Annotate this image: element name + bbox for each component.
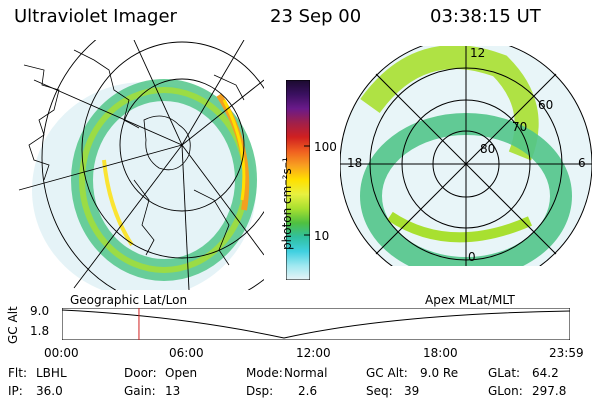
mode-key: Mode: bbox=[246, 366, 283, 380]
ip-value: 36.0 bbox=[36, 384, 63, 398]
door-value: Open bbox=[165, 366, 198, 380]
mode-value: Normal bbox=[284, 366, 328, 380]
nightside-oval bbox=[387, 211, 533, 243]
coastlines bbox=[23, 49, 245, 266]
seq-key: Seq: bbox=[366, 384, 393, 398]
flt-key: Flt: bbox=[8, 366, 27, 380]
geographic-grid bbox=[18, 40, 264, 290]
dayside-oval bbox=[360, 46, 539, 161]
glat-value: 64.2 bbox=[532, 366, 559, 380]
mlat-label-80: 80 bbox=[480, 142, 496, 156]
colorbar-tick-label-100: 100 bbox=[314, 140, 337, 154]
instrument-title: Ultraviolet Imager bbox=[14, 6, 177, 27]
geographic-map-label: Geographic Lat/Lon bbox=[70, 293, 188, 307]
gc-alt-key: GC Alt: bbox=[366, 366, 408, 380]
timeline-xtick-06-00: 06:00 bbox=[169, 346, 204, 360]
seq-value: 39 bbox=[404, 384, 420, 398]
dsp-value: 2.6 bbox=[298, 384, 318, 398]
timeline-xtick-12-00: 12:00 bbox=[296, 346, 331, 360]
date-label: 23 Sep 00 bbox=[270, 6, 362, 27]
polar-grid bbox=[340, 46, 592, 266]
mlat-label-70: 70 bbox=[512, 120, 528, 134]
colorbar-gradient bbox=[286, 80, 310, 280]
ip-key: IP: bbox=[8, 384, 23, 398]
timeline-frame bbox=[62, 308, 570, 340]
dsp-key: Dsp: bbox=[246, 384, 274, 398]
gain-value: 13 bbox=[165, 384, 181, 398]
dayside-bright-arc-inner bbox=[222, 99, 246, 201]
timeline-xtick-00-00: 00:00 bbox=[44, 346, 79, 360]
door-key: Door: bbox=[124, 366, 157, 380]
timeline-xtick-23-59: 23:59 bbox=[549, 346, 584, 360]
glat-key: GLat: bbox=[488, 366, 521, 380]
altitude-curve bbox=[62, 309, 570, 339]
colorbar bbox=[286, 80, 310, 280]
time-label: 03:38:15 UT bbox=[430, 6, 541, 27]
timeline-ytick-1-8: 1.8 bbox=[30, 324, 50, 338]
magnetic-map-label: Apex MLat/MLT bbox=[425, 293, 515, 307]
timeline-plot bbox=[62, 308, 570, 340]
timeline-ytick-9: 9.0 bbox=[30, 304, 50, 318]
mlat-label-60: 60 bbox=[538, 98, 554, 112]
colorbar-tick-label-10: 10 bbox=[314, 229, 330, 243]
gain-key: Gain: bbox=[124, 384, 156, 398]
gc-alt-value: 9.0 Re bbox=[420, 366, 459, 380]
timeline-ylabel: GC Alt bbox=[6, 306, 20, 344]
timeline-xtick-18-00: 18:00 bbox=[423, 346, 458, 360]
colorbar-units-label: photon cm⁻²s⁻¹ bbox=[280, 157, 294, 250]
nightside-arc bbox=[102, 159, 134, 247]
magnetic-polar-plot bbox=[340, 46, 592, 266]
mlt-label-12: 12 bbox=[470, 46, 486, 60]
mlt-label-6: 6 bbox=[578, 156, 586, 170]
glon-value: 297.8 bbox=[532, 384, 567, 398]
mlt-label-0: 0 bbox=[468, 250, 476, 264]
flt-value: LBHL bbox=[36, 366, 67, 380]
mlt-label-18: 18 bbox=[347, 156, 363, 170]
geographic-auroral-image bbox=[18, 40, 264, 290]
glon-key: GLon: bbox=[488, 384, 523, 398]
